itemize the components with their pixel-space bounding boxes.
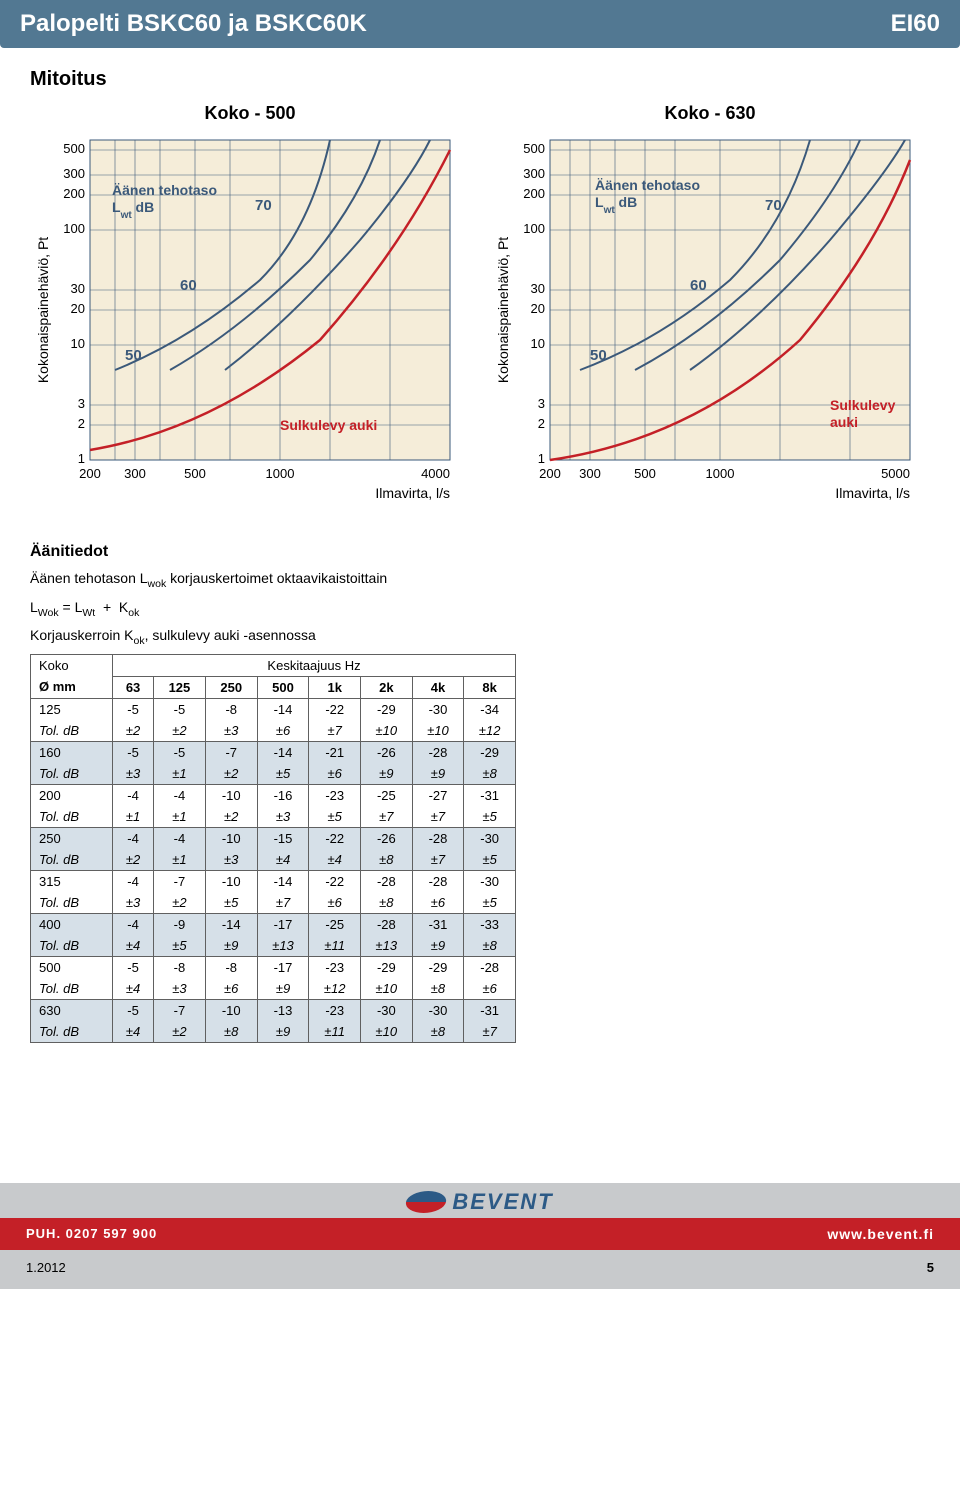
svg-text:200: 200 <box>63 186 85 201</box>
svg-text:Kokonaispainehäviö, Pt: Kokonaispainehäviö, Pt <box>35 237 51 383</box>
svg-text:100: 100 <box>523 221 545 236</box>
footer: BEVENT PUH. 0207 597 900 www.bevent.fi 1… <box>0 1183 960 1289</box>
chart-right-svg: 50 60 70 Äänen tehotaso Lwt dB Sulkulevy… <box>490 130 930 510</box>
chart-left-svg: 50 60 70 Äänen tehotaso Lwt dB Sulkulevy… <box>30 130 470 510</box>
sound-formula: LWok = LWt + Kok <box>30 597 930 622</box>
footer-page: 5 <box>927 1260 934 1275</box>
table-row-size: 160 <box>31 741 113 763</box>
charts-row: Koko - 500 <box>30 103 930 510</box>
svg-text:300: 300 <box>579 466 601 481</box>
svg-text:500: 500 <box>63 141 85 156</box>
footer-bottom: 1.2012 5 <box>0 1250 960 1289</box>
svg-text:200: 200 <box>79 466 101 481</box>
svg-text:200: 200 <box>523 186 545 201</box>
table-row-size: 125 <box>31 698 113 720</box>
section-title: Mitoitus <box>30 68 930 91</box>
svg-text:2: 2 <box>78 416 85 431</box>
svg-text:Äänen tehotaso: Äänen tehotaso <box>112 182 217 198</box>
svg-text:Kokonaispainehäviö, Pt: Kokonaispainehäviö, Pt <box>495 237 511 383</box>
header-title-left: Palopelti BSKC60 ja BSKC60K <box>20 10 367 38</box>
svg-text:300: 300 <box>523 166 545 181</box>
svg-text:20: 20 <box>531 301 545 316</box>
content: Mitoitus Koko - 500 <box>0 48 960 1063</box>
svg-text:30: 30 <box>531 281 545 296</box>
svg-text:30: 30 <box>71 281 85 296</box>
svg-text:Äänen tehotaso: Äänen tehotaso <box>595 177 700 193</box>
brand-logo: BEVENT <box>406 1189 553 1215</box>
chart-left: Koko - 500 <box>30 103 470 510</box>
svg-text:50: 50 <box>590 347 607 364</box>
svg-text:Ilmavirta, l/s: Ilmavirta, l/s <box>835 485 910 501</box>
sound-line2: Korjauskerroin Kok, sulkulevy auki -asen… <box>30 625 930 650</box>
header-bar: Palopelti BSKC60 ja BSKC60K EI60 <box>0 0 960 48</box>
logo-mark-icon <box>404 1191 449 1213</box>
svg-text:3: 3 <box>78 396 85 411</box>
chart-right-title: Koko - 630 <box>490 103 930 124</box>
footer-redbar: PUH. 0207 597 900 www.bevent.fi <box>0 1218 960 1250</box>
table-row-size: 315 <box>31 870 113 892</box>
svg-text:70: 70 <box>255 197 272 214</box>
svg-text:300: 300 <box>124 466 146 481</box>
svg-text:60: 60 <box>180 277 197 294</box>
chart-right: Koko - 630 <box>490 103 930 510</box>
svg-text:200: 200 <box>539 466 561 481</box>
svg-text:3: 3 <box>538 396 545 411</box>
table-row-size: 630 <box>31 999 113 1021</box>
table-row-size: 500 <box>31 956 113 978</box>
svg-text:auki: auki <box>830 414 858 430</box>
svg-text:Sulkulevy: Sulkulevy <box>830 397 896 413</box>
brand-text: BEVENT <box>452 1189 553 1215</box>
table-row-size: 200 <box>31 784 113 806</box>
svg-text:4000: 4000 <box>421 466 450 481</box>
svg-text:1000: 1000 <box>266 466 295 481</box>
table-head-koko: Koko <box>31 654 113 676</box>
svg-text:20: 20 <box>71 301 85 316</box>
svg-text:Sulkulevy auki: Sulkulevy auki <box>280 417 377 433</box>
svg-text:50: 50 <box>125 347 142 364</box>
svg-text:10: 10 <box>71 336 85 351</box>
svg-text:500: 500 <box>184 466 206 481</box>
svg-text:300: 300 <box>63 166 85 181</box>
chart-left-title: Koko - 500 <box>30 103 470 124</box>
svg-text:10: 10 <box>531 336 545 351</box>
kok-table: Koko Keskitaajuus Hz Ø mm 63 125 250 500… <box>30 654 516 1043</box>
svg-text:5000: 5000 <box>881 466 910 481</box>
svg-text:70: 70 <box>765 197 782 214</box>
sound-section: Äänitiedot Äänen tehotason Lwok korjausk… <box>30 540 930 1043</box>
footer-phone: PUH. 0207 597 900 <box>26 1226 157 1241</box>
svg-text:1: 1 <box>78 451 85 466</box>
footer-url: www.bevent.fi <box>827 1226 934 1242</box>
footer-date: 1.2012 <box>26 1260 66 1275</box>
svg-text:2: 2 <box>538 416 545 431</box>
svg-text:1000: 1000 <box>706 466 735 481</box>
svg-text:60: 60 <box>690 277 707 294</box>
svg-text:500: 500 <box>523 141 545 156</box>
svg-text:Ilmavirta, l/s: Ilmavirta, l/s <box>375 485 450 501</box>
header-title-right: EI60 <box>891 10 940 38</box>
sound-heading: Äänitiedot <box>30 540 930 564</box>
svg-text:1: 1 <box>538 451 545 466</box>
sound-line1: Äänen tehotason Lwok korjauskertoimet ok… <box>30 568 930 593</box>
table-row-size: 400 <box>31 913 113 935</box>
svg-text:500: 500 <box>634 466 656 481</box>
table-head-freq: Keskitaajuus Hz <box>113 654 516 676</box>
svg-text:100: 100 <box>63 221 85 236</box>
table-row-size: 250 <box>31 827 113 849</box>
